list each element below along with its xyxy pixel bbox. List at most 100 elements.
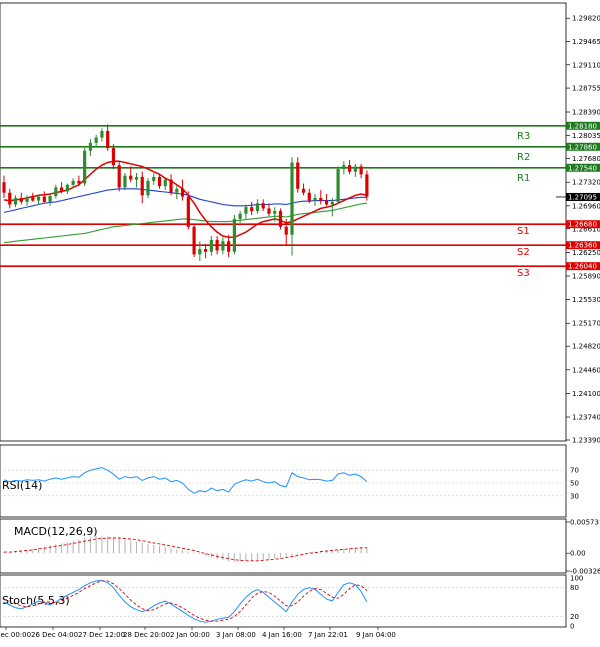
- candle: [152, 173, 156, 185]
- candle: [71, 178, 75, 188]
- candle-body: [129, 175, 133, 180]
- candle-body: [19, 197, 23, 202]
- candle-body: [123, 175, 127, 188]
- candle-body: [365, 174, 369, 197]
- candle-body: [157, 176, 162, 187]
- candle: [192, 224, 196, 257]
- stoch-tick-label: 0: [570, 623, 574, 631]
- candle: [319, 190, 323, 205]
- candle: [54, 184, 58, 199]
- price-tick-label: 1.26250: [572, 249, 600, 257]
- candle-body: [319, 197, 323, 201]
- time-tick-label: 28 Dec 20:00: [123, 631, 170, 639]
- candle: [146, 178, 150, 198]
- time-tick-label: 3 Jan 08:00: [216, 631, 256, 639]
- candle: [42, 191, 46, 204]
- candle: [88, 138, 92, 156]
- candle-body: [71, 180, 75, 185]
- candle: [301, 183, 306, 196]
- candle: [48, 194, 52, 206]
- candle: [336, 166, 340, 205]
- price-tick-label: 1.24100: [572, 390, 600, 398]
- macd-tick-label: 0.005731: [570, 519, 600, 527]
- candle-body: [106, 131, 110, 149]
- level-tag-r2: [566, 142, 600, 151]
- candle-body: [192, 226, 196, 255]
- candle: [129, 166, 133, 183]
- macd-label: MACD(12,26,9): [14, 525, 98, 538]
- level-name-s3: S3: [517, 268, 530, 279]
- candle-body: [163, 179, 167, 187]
- candle: [77, 175, 81, 187]
- candle: [307, 188, 311, 204]
- price-panel: R3 R2 R1 S1 S2 S3: [0, 2, 567, 442]
- stoch-k-line: [3, 579, 368, 623]
- candle-body: [215, 239, 219, 251]
- candle-body: [60, 187, 64, 192]
- candle-body: [324, 200, 329, 205]
- candle: [83, 148, 87, 187]
- sma-mid-line: [3, 188, 367, 213]
- price-tick-label: 1.23390: [572, 437, 600, 445]
- sma-fast-line: [3, 160, 368, 239]
- candle-body: [152, 176, 156, 181]
- candle-body: [330, 201, 334, 205]
- candle-body: [204, 249, 208, 252]
- level-tag-r1: [566, 163, 600, 172]
- time-tick-label: 7 Jan 22:01: [308, 631, 348, 639]
- candle-body: [146, 180, 150, 196]
- candle: [278, 208, 283, 230]
- candle-body: [261, 203, 265, 209]
- candle: [175, 184, 179, 200]
- level-tag-s2: [566, 241, 600, 250]
- candle-body: [140, 176, 144, 196]
- candle-body: [227, 241, 231, 252]
- macd-tick-label: 0.00: [570, 550, 586, 558]
- candle: [290, 157, 294, 256]
- candle-body: [244, 207, 248, 214]
- candle-body: [65, 184, 69, 192]
- candle: [60, 182, 64, 194]
- candle-body: [8, 192, 12, 205]
- macd-series: 0.005731 0.00 -0.003269: [3, 519, 600, 576]
- candle: [215, 235, 219, 255]
- candle: [342, 161, 346, 175]
- candle-body: [348, 165, 352, 172]
- time-tick-label: 27 Dec 12:00: [78, 631, 125, 639]
- candle: [8, 188, 12, 209]
- rsi-level-label: 70: [570, 467, 579, 475]
- candle-body: [186, 196, 190, 227]
- candle: [330, 197, 334, 217]
- rsi-series: 70 50 30: [0, 467, 579, 500]
- candle: [94, 134, 98, 147]
- price-tick-label: 1.26610: [572, 225, 600, 233]
- price-tick-label: 1.23740: [572, 414, 600, 422]
- candle-body: [301, 188, 306, 193]
- stoch-tick-label: 80: [570, 584, 579, 592]
- candle-body: [198, 249, 202, 255]
- candle: [365, 170, 369, 201]
- candle: [163, 176, 167, 191]
- candle: [204, 243, 208, 259]
- moving-averages: [3, 160, 368, 244]
- level-tag-s3: [566, 262, 600, 271]
- candle: [232, 215, 236, 255]
- time-tick-label: 25 Dec 00:00: [0, 631, 31, 639]
- level-value-r3: 1.28180: [568, 122, 597, 130]
- macd-signal-line: [4, 537, 367, 562]
- candle: [100, 128, 104, 142]
- candle: [359, 163, 363, 179]
- candle: [13, 195, 18, 208]
- candle: [267, 203, 271, 217]
- candle: [273, 207, 277, 222]
- price-axis: 1.29820 1.29465 1.29110 1.28755 1.28390 1.280…: [566, 15, 600, 445]
- candle: [157, 174, 162, 189]
- candle-body: [307, 192, 311, 201]
- candle: [221, 237, 225, 255]
- stoch-label: Stoch(5,5,3): [2, 594, 70, 607]
- candle: [31, 192, 35, 202]
- candle-body: [31, 197, 35, 201]
